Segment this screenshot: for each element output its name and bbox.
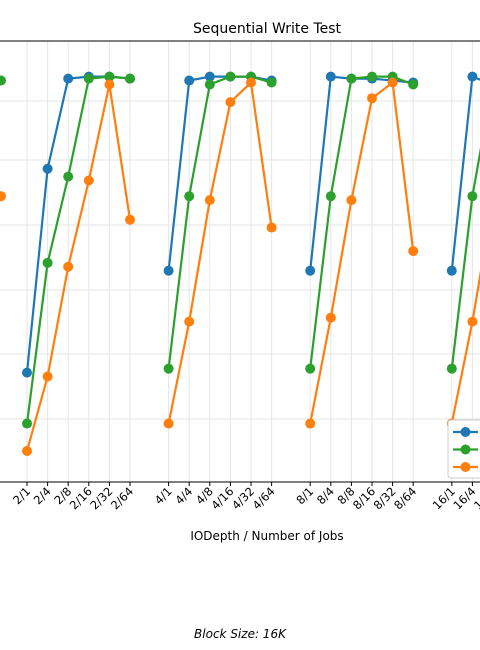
data-point (83, 175, 94, 186)
data-point (467, 71, 478, 82)
x-tick-label: 4/64 (250, 484, 278, 512)
data-point (42, 257, 53, 268)
plot-series (0, 71, 480, 456)
legend-marker (460, 462, 471, 472)
data-point (83, 73, 94, 84)
data-point (305, 265, 316, 276)
x-tick-label: 4/1 (152, 484, 175, 507)
legend (447, 419, 480, 479)
data-point (467, 316, 478, 327)
legend-marker (460, 444, 471, 455)
x-tick-label: 8/64 (391, 484, 419, 512)
data-point (184, 191, 195, 202)
x-tick-label: 4/4 (172, 484, 195, 507)
data-point (63, 171, 74, 182)
series-line (450, 270, 480, 424)
x-tick-label: 2/64 (108, 484, 136, 512)
series-line (309, 80, 415, 424)
series-line (25, 84, 132, 452)
data-point (204, 79, 215, 90)
data-point (467, 191, 478, 202)
data-point (22, 367, 32, 378)
data-point (125, 214, 135, 225)
x-tick-label: 2/4 (31, 484, 54, 507)
data-point (0, 75, 6, 86)
data-point (163, 265, 174, 276)
data-point (204, 195, 215, 206)
x-tick-label: 16/8 (471, 484, 480, 512)
data-point (42, 163, 53, 174)
data-point (184, 316, 195, 327)
series-line (167, 80, 273, 424)
data-point (104, 79, 115, 90)
legend-marker (460, 427, 471, 437)
x-tick-labels: 2/12/42/82/162/322/64 4/14/44/84/164/324/… (10, 484, 480, 512)
data-point (63, 261, 74, 272)
data-point (42, 371, 53, 382)
data-point (446, 265, 457, 276)
data-point (246, 77, 256, 88)
x-tick-label: 8/4 (314, 484, 337, 507)
data-point (367, 93, 377, 104)
data-point (408, 246, 419, 257)
series-line (450, 75, 480, 271)
axes (0, 40, 480, 486)
x-axis-label: IODepth / Number of Jobs (190, 529, 343, 543)
data-point (266, 222, 277, 233)
data-point (305, 363, 316, 374)
data-point (163, 363, 174, 374)
data-point (346, 195, 357, 206)
data-point (22, 418, 32, 429)
x-tick-label: 2/1 (10, 484, 33, 507)
data-point (225, 97, 236, 108)
data-point (446, 363, 457, 374)
grid (0, 41, 480, 482)
data-point (63, 73, 74, 84)
x-tick-label: 8/1 (293, 484, 316, 507)
data-point (367, 71, 377, 82)
data-point (204, 71, 215, 82)
chart-title: Sequential Write Test (193, 21, 342, 37)
data-point (225, 71, 236, 82)
data-point (325, 191, 336, 202)
data-point (163, 418, 174, 429)
block-size-caption: Block Size: 16K (194, 627, 286, 641)
data-point (387, 77, 398, 88)
data-point (104, 71, 115, 82)
data-point (408, 79, 419, 90)
data-point (266, 77, 277, 88)
series-line (25, 75, 131, 424)
data-point (305, 418, 316, 429)
data-point (325, 312, 336, 323)
data-point (0, 191, 6, 202)
data-point (346, 73, 357, 84)
series-line (450, 147, 480, 369)
data-point (325, 71, 336, 82)
data-point (125, 73, 135, 84)
data-point (184, 75, 195, 86)
data-point (22, 446, 32, 456)
